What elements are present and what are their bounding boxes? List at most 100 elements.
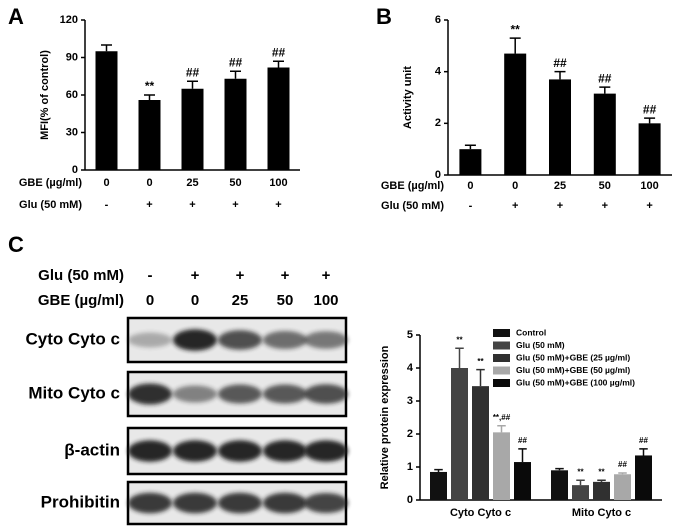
band-label: Mito Cyto c	[28, 383, 120, 402]
x-tick-label: Cyto Cyto c	[450, 507, 511, 519]
header-cell: 25	[232, 292, 249, 309]
band-label: Prohibitin	[41, 492, 120, 511]
blot-band	[173, 492, 217, 514]
error-bar	[576, 479, 585, 486]
y-tick-label: 2	[407, 428, 413, 440]
significance-label: ##	[186, 65, 200, 79]
blot-band	[128, 492, 172, 514]
error-bar	[455, 347, 464, 368]
y-tick-label: 120	[60, 14, 78, 26]
y-tick-label: 90	[66, 51, 78, 63]
bar	[95, 51, 118, 170]
significance-label: ##	[618, 460, 627, 469]
bar	[593, 481, 610, 500]
legend-swatch	[493, 379, 510, 387]
header-cell: 50	[277, 292, 294, 309]
y-tick-label: 6	[435, 14, 441, 26]
error-bar	[464, 144, 476, 150]
blot-band	[218, 492, 262, 514]
panel-label: C	[8, 232, 24, 257]
error-bar	[639, 448, 648, 456]
significance-label: **	[511, 22, 521, 36]
bar	[638, 123, 661, 175]
y-axis-label: MFI(% of control)	[39, 50, 51, 140]
error-bar	[518, 448, 527, 463]
bar	[459, 149, 482, 175]
significance-label: **	[145, 79, 155, 93]
y-tick-label: 4	[435, 66, 442, 78]
error-bar	[599, 86, 611, 94]
legend-label: Glu (50 mM)+GBE (100 µg/ml)	[516, 377, 635, 387]
row-cell: +	[275, 199, 281, 211]
row-cell: 50	[229, 177, 241, 189]
y-tick-label: 3	[407, 395, 413, 407]
legend-swatch	[493, 366, 510, 375]
blot-band	[173, 385, 217, 403]
row-label: Glu (50 mM)	[381, 200, 444, 212]
row-cell: -	[469, 200, 473, 212]
bar	[549, 79, 571, 175]
y-tick-label: 60	[66, 89, 78, 101]
legend-swatch	[493, 354, 510, 362]
bar	[572, 485, 589, 500]
row-cell: +	[602, 200, 608, 212]
row-cell: -	[105, 199, 109, 211]
band-label: Cyto Cyto c	[26, 329, 120, 348]
y-tick-label: 0	[72, 164, 78, 176]
row-cell: 0	[512, 180, 518, 192]
panel-label: A	[8, 4, 24, 29]
blot-band	[304, 493, 348, 513]
blot-band	[128, 383, 172, 405]
y-tick-label: 30	[66, 126, 78, 138]
bar	[181, 88, 204, 170]
bar	[551, 470, 568, 500]
row-label: GBE (µg/ml)	[19, 177, 83, 189]
blot-band	[263, 331, 307, 349]
header-cell: 0	[146, 292, 154, 309]
bar	[224, 78, 247, 170]
error-bar	[554, 70, 566, 80]
significance-label: **,##	[493, 413, 511, 422]
y-tick-label: 0	[435, 169, 441, 181]
legend-label: Glu (50 mM)+GBE (25 µg/ml)	[516, 352, 630, 362]
y-tick-label: 0	[407, 494, 413, 506]
header-label: Glu (50 mM)	[38, 267, 124, 284]
blot-band	[304, 384, 348, 404]
header-cell: 0	[191, 292, 199, 309]
header-cell: 100	[313, 292, 338, 309]
band-label: β-actin	[64, 440, 120, 459]
blot-band	[128, 332, 172, 348]
error-bar	[101, 44, 112, 52]
row-cell: +	[146, 199, 152, 211]
row-cell: +	[646, 200, 652, 212]
header-cell: +	[322, 267, 331, 284]
row-cell: 0	[467, 180, 473, 192]
bar	[451, 368, 468, 500]
row-cell: +	[189, 199, 195, 211]
row-cell: 0	[103, 177, 109, 189]
y-tick-label: 1	[407, 461, 413, 473]
error-bar	[144, 94, 155, 100]
header-cell: -	[148, 267, 153, 284]
row-cell: 25	[554, 180, 566, 192]
error-bar	[555, 467, 564, 471]
row-label: GBE (µg/ml)	[381, 180, 445, 192]
significance-label: **	[477, 357, 484, 366]
significance-label: ##	[272, 45, 286, 59]
error-bar	[597, 479, 606, 482]
error-bar	[273, 60, 284, 68]
significance-label: **	[598, 467, 605, 476]
bar	[514, 462, 531, 500]
row-cell: +	[557, 200, 563, 212]
header-cell: +	[281, 267, 290, 284]
bar	[614, 474, 631, 500]
bar	[472, 386, 489, 500]
bar	[593, 93, 616, 175]
y-axis-label: Relative protein expression	[379, 345, 391, 489]
legend-label: Glu (50 mM)	[516, 340, 565, 350]
y-tick-label: 5	[407, 329, 413, 341]
blot-band	[218, 384, 262, 404]
header-cell: +	[236, 267, 245, 284]
significance-label: **	[456, 335, 463, 344]
significance-label: ##	[639, 436, 648, 445]
